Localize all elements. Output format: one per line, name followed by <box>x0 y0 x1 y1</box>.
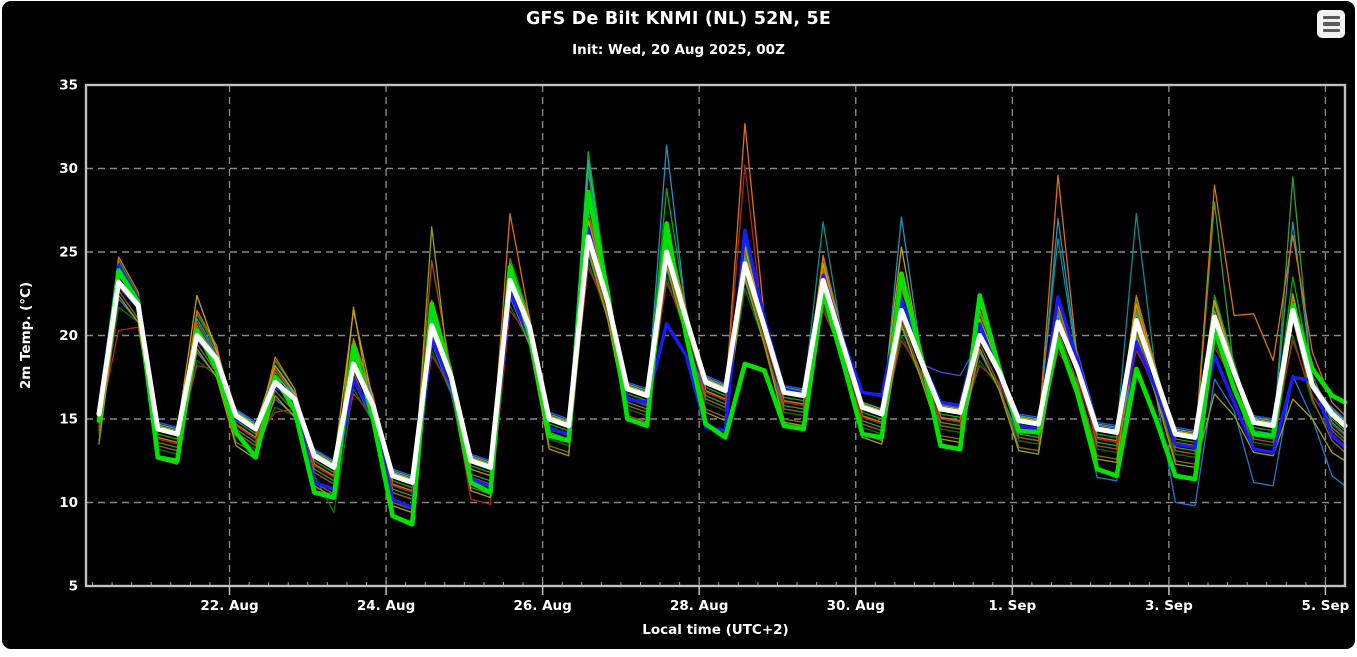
series-member-07 <box>98 241 1346 477</box>
series-control-run <box>97 226 1347 510</box>
y-tick-label: 20 <box>59 328 78 344</box>
y-axis-title: 2m Temp. (°C) <box>18 282 34 389</box>
series-member-13 <box>98 219 1346 480</box>
x-tick-label: 22. Aug <box>200 598 258 614</box>
x-tick-label: 26. Aug <box>513 598 571 614</box>
x-tick-label: 5. Sep <box>1302 598 1350 614</box>
x-tick-label: 3. Sep <box>1145 598 1193 614</box>
x-tick-label: 30. Aug <box>827 598 885 614</box>
y-tick-label: 10 <box>59 495 78 511</box>
chart-title: GFS De Bilt KNMI (NL) 52N, 5E <box>525 9 832 29</box>
y-tick-label: 35 <box>59 78 78 94</box>
series-member-03 <box>98 171 1346 497</box>
x-tick-label: 24. Aug <box>357 598 415 614</box>
series-member-12 <box>98 226 1346 514</box>
hamburger-icon <box>1322 15 1340 20</box>
y-tick-label: 30 <box>59 161 78 177</box>
x-tick-label: 1. Sep <box>988 598 1036 614</box>
series-member-05 <box>98 144 1346 492</box>
series-member-09 <box>98 212 1346 500</box>
y-tick-label: 15 <box>59 412 78 428</box>
hamburger-menu-button[interactable] <box>1317 10 1345 38</box>
x-tick-label: 28. Aug <box>670 598 728 614</box>
series-operational-run <box>96 189 1348 527</box>
series-ensemble-mean <box>96 234 1348 485</box>
series-member-10 <box>98 164 1346 505</box>
x-axis-title: Local time (UTC+2) <box>642 622 788 638</box>
chart-subtitle: Init: Wed, 20 Aug 2025, 00Z <box>572 42 785 58</box>
y-tick-label: 5 <box>69 579 78 595</box>
y-tick-label: 25 <box>59 245 78 261</box>
